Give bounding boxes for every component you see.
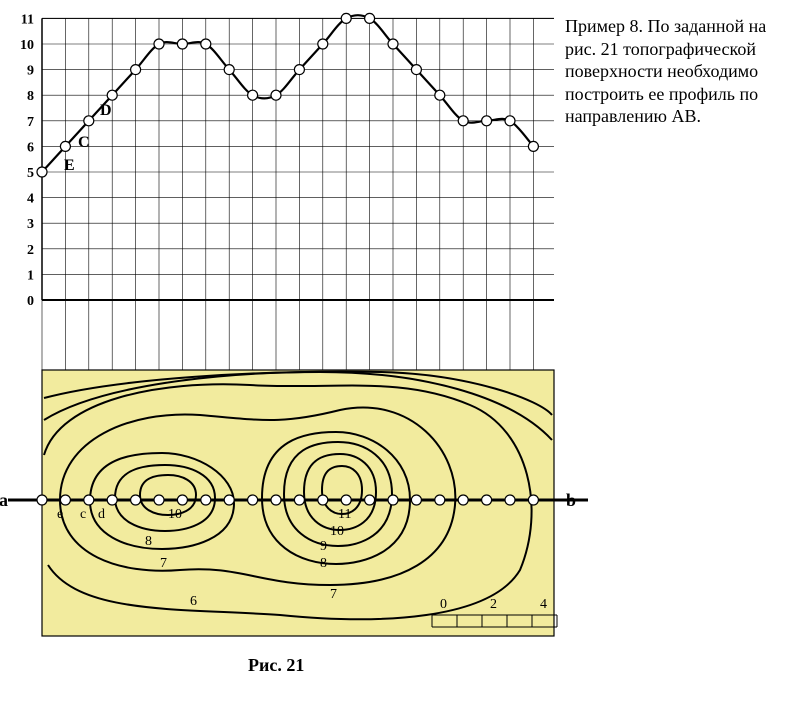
svg-text:8: 8 [27,89,34,104]
svg-text:7: 7 [160,556,167,571]
svg-text:a: a [0,490,8,510]
svg-text:11: 11 [338,507,351,522]
svg-text:10: 10 [20,38,34,53]
svg-text:6: 6 [190,594,197,609]
svg-text:10: 10 [330,524,344,539]
svg-text:3: 3 [27,217,34,232]
svg-text:9: 9 [27,64,34,79]
svg-text:e: e [57,507,63,522]
svg-text:2: 2 [27,243,34,258]
svg-text:7: 7 [27,115,34,130]
svg-text:9: 9 [320,539,327,554]
svg-text:5: 5 [27,166,34,181]
svg-text:4: 4 [27,192,34,207]
svg-text:11: 11 [21,12,34,27]
svg-text:0: 0 [27,294,34,309]
svg-text:b: b [566,490,576,510]
svg-text:0: 0 [440,597,447,612]
svg-text:10: 10 [168,507,182,522]
svg-text:6: 6 [27,140,34,155]
svg-text:1: 1 [27,268,34,283]
svg-text:D: D [100,102,112,119]
svg-text:8: 8 [320,556,327,571]
svg-text:C: C [78,134,90,151]
svg-text:E: E [64,157,75,174]
svg-text:2: 2 [490,597,497,612]
svg-text:8: 8 [145,534,152,549]
svg-text:c: c [80,507,86,522]
figure-svg: 01234567891011ECDabecd108761110987024 [0,0,801,709]
svg-text:d: d [98,507,105,522]
svg-text:7: 7 [330,587,337,602]
svg-text:4: 4 [540,597,547,612]
